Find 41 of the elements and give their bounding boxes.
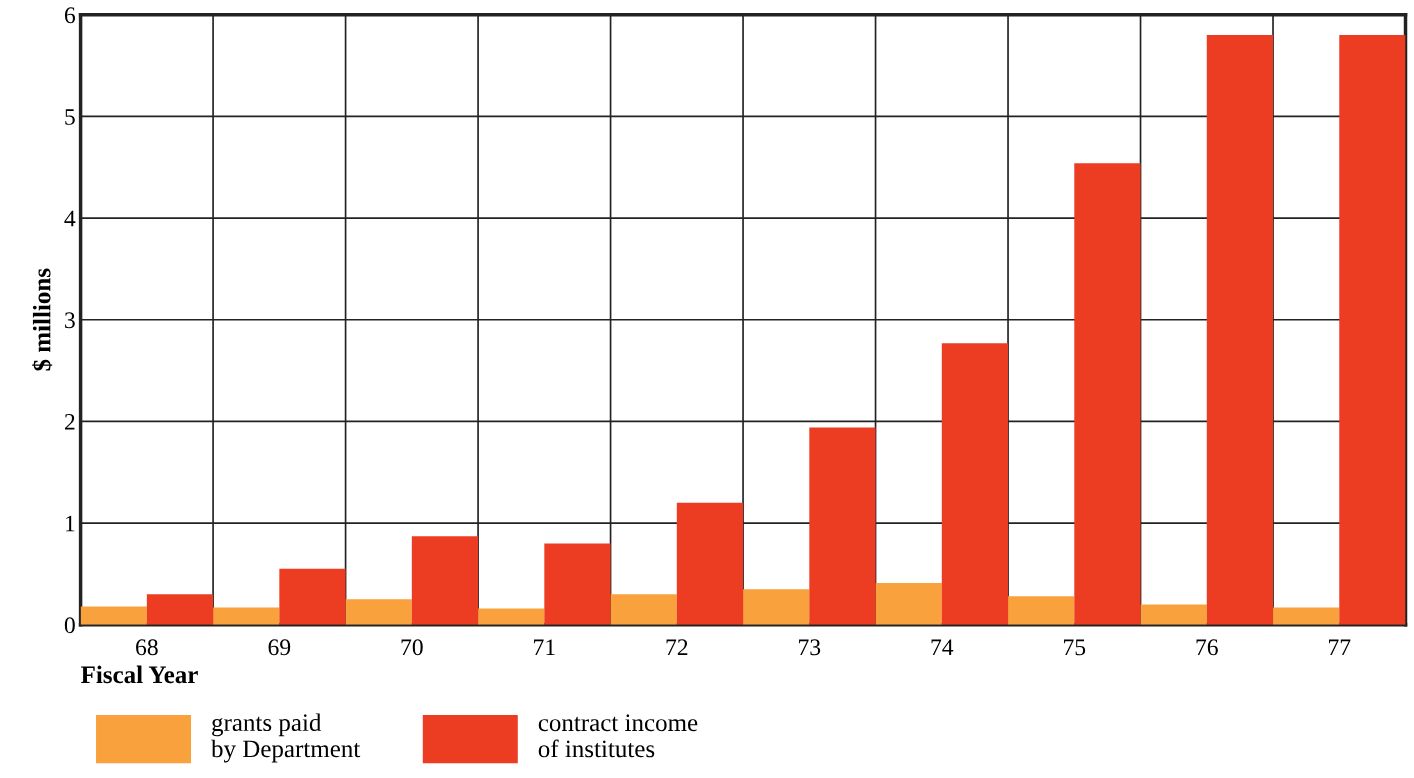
- bar: [1008, 596, 1075, 625]
- y-tick-label: 2: [64, 413, 75, 430]
- bar: [1273, 607, 1340, 625]
- bar: [1074, 163, 1141, 625]
- bar: [809, 427, 876, 625]
- x-tick-label: 73: [799, 639, 821, 656]
- x-tick-label: 70: [401, 639, 423, 656]
- y-tick-label: 6: [64, 7, 76, 24]
- bar: [610, 594, 677, 625]
- x-tick-label: 71: [534, 639, 555, 656]
- bar: [676, 502, 744, 625]
- y-axis-title: $ millions: [32, 268, 53, 371]
- bar: [941, 343, 1009, 625]
- bar: [743, 589, 810, 625]
- x-tick-label: 75: [1064, 639, 1086, 656]
- bar: [1140, 604, 1207, 625]
- x-tick-label: 77: [1329, 639, 1351, 656]
- x-tick-label: 72: [666, 639, 688, 656]
- x-tick-label: 76: [1196, 639, 1218, 656]
- legend-label: contract income of institutes: [538, 714, 698, 758]
- y-tick-label: 0: [64, 617, 75, 634]
- bar: [478, 608, 545, 625]
- y-tick-label: 4: [64, 210, 76, 227]
- x-axis-title: Fiscal Year: [81, 665, 198, 684]
- bar: [80, 606, 147, 625]
- bar: [1339, 35, 1406, 625]
- y-tick-label: 5: [65, 109, 75, 125]
- x-tick-label: 68: [136, 639, 158, 656]
- y-tick-label: 1: [66, 515, 75, 532]
- bar: [875, 583, 942, 625]
- x-tick-label: 74: [931, 639, 954, 656]
- bar: [213, 607, 280, 625]
- bar: [146, 594, 214, 625]
- bar: [345, 599, 412, 625]
- bar: [279, 568, 346, 625]
- bar: [1206, 35, 1274, 625]
- bar: [544, 543, 611, 625]
- y-tick-label: 3: [65, 312, 75, 329]
- x-tick-label: 69: [268, 639, 291, 656]
- legend-label: grants paid by Department: [211, 713, 361, 763]
- bar: [411, 536, 479, 625]
